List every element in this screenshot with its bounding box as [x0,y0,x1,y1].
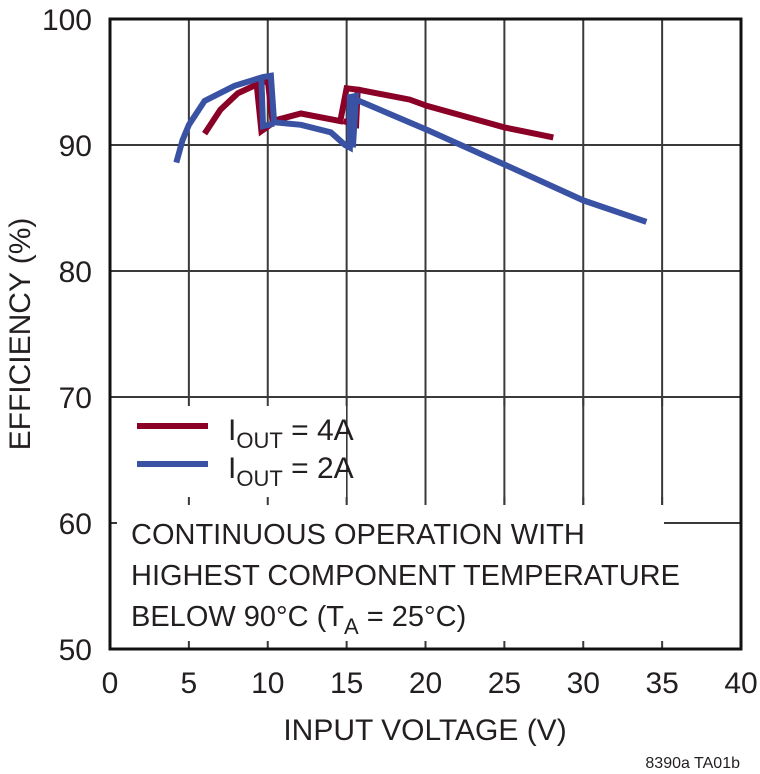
series-line-4a [357,86,554,141]
legend-label-2a: IOUT = 2A [228,452,354,491]
y-tick-label: 100 [42,4,92,37]
series-line-2a [354,96,648,225]
annotation-note: CONTINUOUS OPERATION WITH HIGHEST COMPON… [131,519,680,639]
x-tick-label: 30 [567,667,600,700]
x-tick-label: 0 [102,667,119,700]
annotation-line-3: BELOW 90°C (TA = 25°C) [131,601,466,639]
annotation-background [112,505,664,648]
x-tick-label: 40 [724,667,757,700]
x-tick-label: 10 [251,667,284,700]
x-tick-label: 15 [330,667,363,700]
x-tick-label: 35 [645,667,678,700]
x-axis-title: INPUT VOLTAGE (V) [283,714,566,747]
tick-marks [110,398,664,649]
legend-label-4a: IOUT = 4A [228,414,354,453]
y-tick-label: 80 [59,256,92,289]
x-tick-label: 25 [488,667,521,700]
y-tick-labels: 50 60 70 80 90 100 [42,4,92,667]
y-tick-label: 90 [59,130,92,163]
legend-background [112,398,346,505]
series-line-2a [173,72,360,164]
series-line-2a [258,78,275,130]
y-tick-label: 60 [59,508,92,541]
x-tick-label: 20 [409,667,442,700]
y-tick-label: 50 [59,634,92,667]
data-series [173,72,648,225]
annotation-line-1: CONTINUOUS OPERATION WITH [131,519,585,551]
figure-id-footnote: 8390a TA01b [645,755,740,772]
legend: IOUT = 4A IOUT = 2A [137,414,354,491]
y-tick-label: 70 [59,382,92,415]
x-tick-labels: 0 5 10 15 20 25 30 35 40 [102,667,758,700]
annotation-line-2: HIGHEST COMPONENT TEMPERATURE [131,560,680,592]
plot-frame [108,17,743,651]
y-axis-title: EFFICIENCY (%) [4,218,37,451]
x-tick-label: 5 [181,667,198,700]
